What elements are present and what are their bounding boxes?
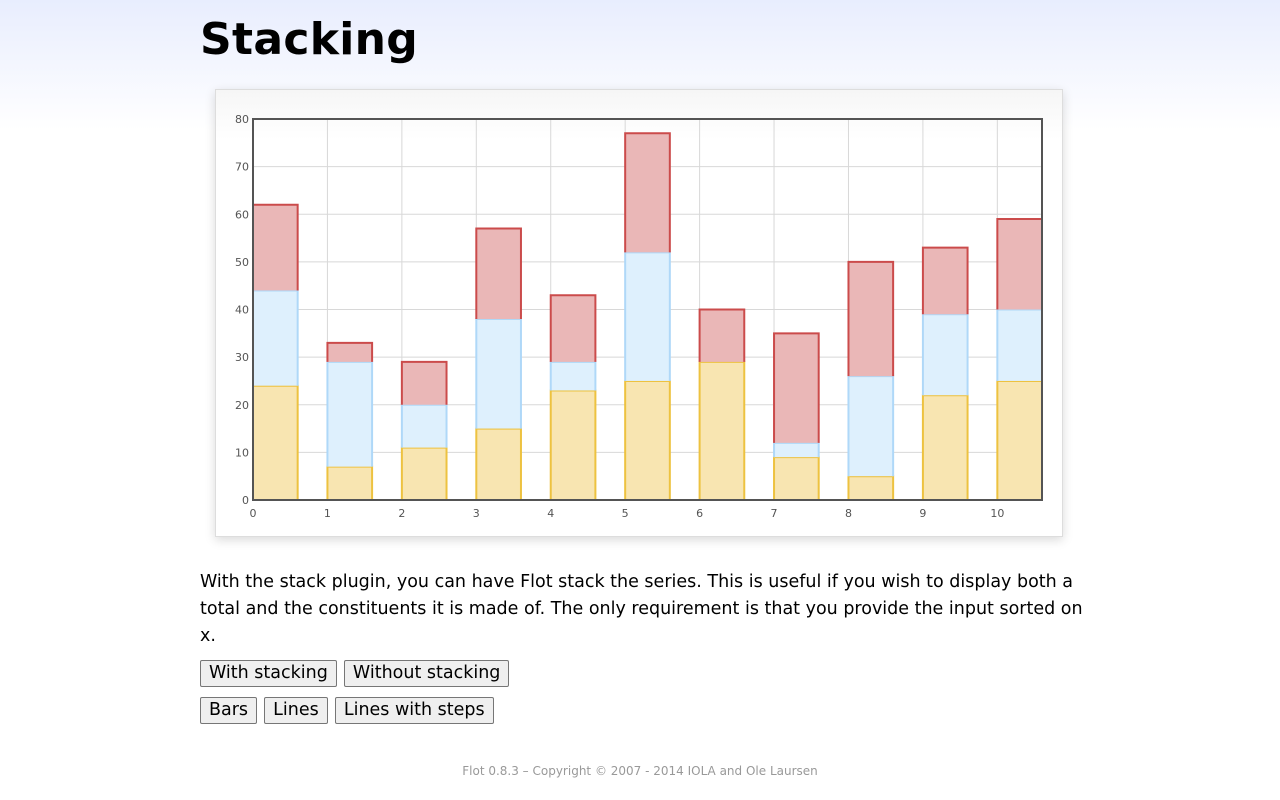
stacking-controls: With stacking Without stacking xyxy=(200,660,511,687)
bar-series-1-x4 xyxy=(550,390,596,500)
y-tick-label: 60 xyxy=(235,208,249,221)
x-tick-label: 6 xyxy=(696,507,703,520)
stacked-bar-chart: 0 1 2 3 4 5 6 7 8 9 10 0 10 20 30 40 50 60 70 80 xyxy=(235,113,1043,520)
y-tick-label: 80 xyxy=(235,113,249,126)
bar-outline-series-3-x5 xyxy=(624,132,671,253)
x-tick-label: 0 xyxy=(250,507,257,520)
x-tick-label: 4 xyxy=(547,507,554,520)
bar-outline-series-1-x8 xyxy=(847,475,895,500)
bar-series-3-x8 xyxy=(848,261,894,377)
bar-outline-series-3-x1 xyxy=(326,341,374,362)
y-tick-label: 0 xyxy=(242,494,249,507)
bar-series-3-x1 xyxy=(327,342,373,362)
bar-series-2-x5 xyxy=(625,252,670,381)
bar-series-2-x10 xyxy=(997,309,1042,381)
lines-with-steps-button[interactable]: Lines with steps xyxy=(334,697,494,724)
bar-outline-series-3-x2 xyxy=(400,360,448,405)
x-tick-label: 8 xyxy=(845,507,852,520)
bar-series-1-x1 xyxy=(327,466,373,500)
bar-series-3-x10 xyxy=(997,219,1042,310)
bars-button[interactable]: Bars xyxy=(200,697,258,724)
bar-series-1-x5 xyxy=(625,380,670,500)
header: Stacking xyxy=(200,14,418,65)
bar-series-1-x10 xyxy=(997,380,1042,500)
bar-series-3-x5 xyxy=(625,133,670,253)
bar-series-1-x3 xyxy=(476,428,521,500)
y-tick-label: 50 xyxy=(235,256,249,269)
bar-series-3-x7 xyxy=(774,333,819,443)
x-axis-ticks: 0 1 2 3 4 5 6 7 8 9 10 xyxy=(250,507,1005,520)
y-tick-label: 40 xyxy=(235,304,249,317)
y-tick-label: 10 xyxy=(235,446,249,459)
without-stacking-button[interactable]: Without stacking xyxy=(343,660,510,687)
bar-series-3-x0 xyxy=(253,204,298,291)
bar-series-3-x6 xyxy=(699,309,745,362)
bar-series-2-x9 xyxy=(922,314,968,396)
x-tick-label: 2 xyxy=(398,507,405,520)
bar-series-2-x2 xyxy=(401,404,447,448)
with-stacking-button[interactable]: With stacking xyxy=(200,660,337,687)
bar-outline-series-1-x1 xyxy=(326,465,374,500)
description: With the stack plugin, you can have Flot… xyxy=(200,572,1083,646)
bar-series-1-x0 xyxy=(253,385,298,500)
bar-series-1-x7 xyxy=(774,457,819,500)
bar-series-2-x3 xyxy=(476,319,521,429)
bars xyxy=(252,132,1043,500)
x-tick-label: 10 xyxy=(990,507,1004,520)
bar-outline-series-1-x3 xyxy=(475,427,522,500)
bar-series-2-x4 xyxy=(550,361,596,391)
chart-container: 0 1 2 3 4 5 6 7 8 9 10 0 10 20 30 40 50 60 70 80 xyxy=(215,89,1063,537)
plot-border xyxy=(252,118,1043,501)
bar-series-3-x4 xyxy=(550,295,596,362)
bar-outline-series-2-x1 xyxy=(326,360,374,467)
bar-outline-series-3-x7 xyxy=(773,332,820,443)
x-tick-label: 3 xyxy=(473,507,480,520)
bar-series-2-x0 xyxy=(253,290,298,386)
page-title: Stacking xyxy=(200,14,419,65)
bar-outline-series-1-x7 xyxy=(773,456,820,500)
graph-type-controls: Bars Lines Lines with steps xyxy=(200,697,496,724)
lines-button[interactable]: Lines xyxy=(264,697,328,724)
bar-series-2-x7 xyxy=(774,442,819,458)
bar-series-1-x8 xyxy=(848,476,894,500)
bar-series-2-x1 xyxy=(327,361,373,467)
x-tick-label: 5 xyxy=(622,507,629,520)
y-axis-ticks: 0 10 20 30 40 50 60 70 80 xyxy=(235,113,249,507)
bar-series-1-x6 xyxy=(699,361,745,500)
bar-outline-series-3-x8 xyxy=(847,260,895,377)
footer: Flot 0.8.3 – Copyright © 2007 - 2014 IOL… xyxy=(462,764,818,778)
x-tick-label: 9 xyxy=(919,507,926,520)
bar-series-1-x2 xyxy=(401,447,447,500)
bar-series-3-x9 xyxy=(922,247,968,315)
bar-outline-series-3-x9 xyxy=(921,246,969,315)
bar-outline-series-3-x6 xyxy=(698,308,746,362)
y-tick-label: 70 xyxy=(235,161,249,174)
y-tick-label: 20 xyxy=(235,399,249,412)
bar-series-3-x2 xyxy=(401,361,447,405)
bar-outline-series-1-x6 xyxy=(698,360,746,500)
x-tick-label: 7 xyxy=(771,507,778,520)
bar-outline-series-2-x4 xyxy=(549,360,597,391)
bar-outline-series-3-x4 xyxy=(549,294,597,362)
y-tick-label: 30 xyxy=(235,351,249,364)
bar-outline-series-3-x3 xyxy=(475,227,522,320)
x-tick-label: 1 xyxy=(324,507,331,520)
bar-series-1-x9 xyxy=(922,395,968,500)
bar-outline-series-1-x5 xyxy=(624,379,671,500)
bar-series-3-x3 xyxy=(476,228,521,320)
bar-series-2-x8 xyxy=(848,376,894,477)
